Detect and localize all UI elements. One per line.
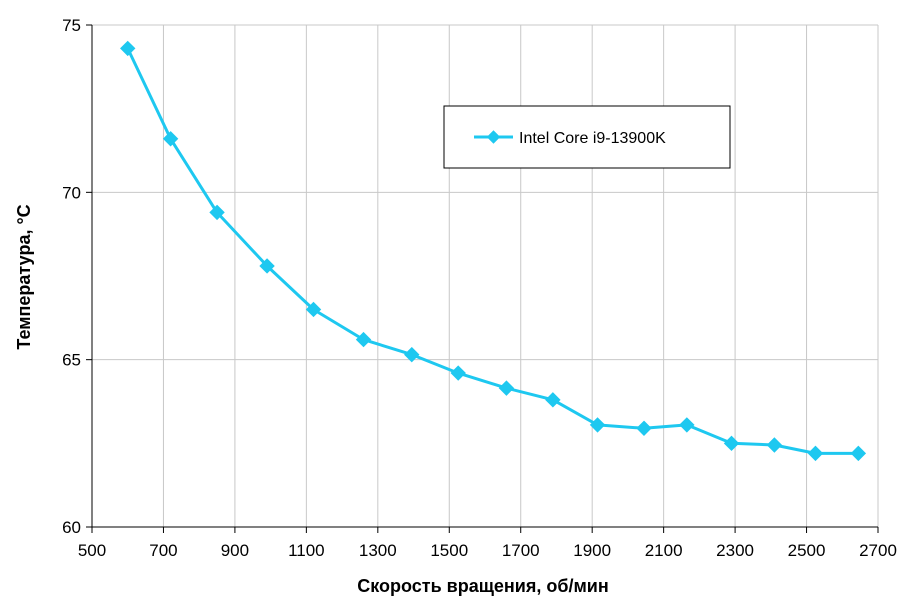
- y-axis-title: Температура, °C: [14, 204, 34, 349]
- data-point: [636, 420, 652, 436]
- legend: Intel Core i9-13900K: [443, 105, 731, 169]
- data-point: [355, 331, 372, 348]
- data-point: [589, 417, 606, 433]
- legend-label: Intel Core i9-13900K: [519, 130, 666, 147]
- x-tick-label: 2500: [788, 541, 826, 560]
- x-tick-label: 900: [221, 541, 249, 560]
- y-tick-label: 65: [62, 351, 81, 370]
- y-tick-label: 75: [62, 16, 81, 35]
- x-tick-label: 1300: [359, 541, 397, 560]
- data-point: [404, 346, 420, 363]
- data-point: [545, 392, 561, 408]
- axes: [86, 24, 879, 533]
- x-tick-label: 1900: [573, 541, 611, 560]
- x-tick-label: 1700: [502, 541, 540, 560]
- data-point: [120, 40, 136, 57]
- legend-marker: [486, 130, 501, 144]
- x-tick-label: 1500: [430, 541, 468, 560]
- x-tick-label: 2100: [645, 541, 683, 560]
- data-point: [259, 258, 275, 274]
- series-layer: [120, 40, 867, 462]
- data-point: [162, 131, 179, 147]
- x-tick-label: 500: [78, 541, 106, 560]
- data-point: [498, 380, 515, 396]
- x-tick-label: 1100: [288, 541, 325, 560]
- x-tick-label: 2700: [859, 541, 897, 560]
- x-axis-title: Скорость вращения, об/мин: [357, 576, 609, 596]
- data-point: [679, 417, 695, 433]
- data-point: [305, 301, 322, 318]
- data-point: [766, 437, 783, 453]
- y-tick-label: 60: [62, 518, 81, 537]
- data-point: [807, 445, 824, 462]
- x-tick-label: 2300: [716, 541, 754, 560]
- data-point: [209, 204, 225, 221]
- data-point: [450, 365, 466, 381]
- y-tick-label: 70: [62, 183, 81, 202]
- tick-labels: 500 700 900 1100 1300 1500 1700 1900 2100 2300 250…: [62, 16, 897, 560]
- data-point: [723, 435, 740, 452]
- x-tick-label: 700: [149, 541, 177, 560]
- data-point: [850, 445, 867, 462]
